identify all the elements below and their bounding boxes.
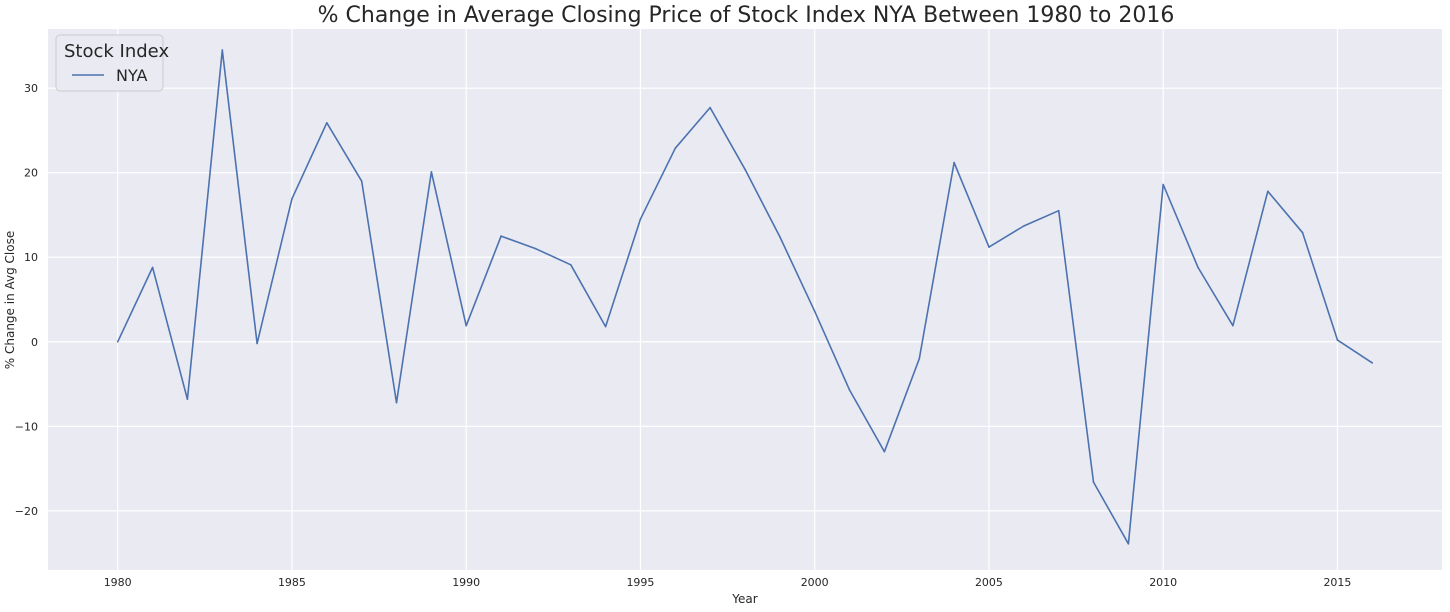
data-point bbox=[1197, 266, 1199, 269]
y-tick-label: −20 bbox=[15, 505, 38, 518]
data-point bbox=[291, 198, 293, 200]
legend-title: Stock Index bbox=[64, 41, 169, 62]
x-axis-label: Year bbox=[731, 592, 757, 606]
data-point bbox=[1336, 339, 1339, 341]
data-point bbox=[535, 248, 537, 250]
x-tick-label: 2005 bbox=[975, 576, 1003, 589]
y-tick-label: 10 bbox=[24, 251, 38, 264]
data-point bbox=[813, 310, 816, 313]
x-tick-label: 2000 bbox=[801, 576, 829, 589]
data-point bbox=[953, 161, 955, 164]
data-point bbox=[116, 341, 119, 343]
data-point bbox=[360, 180, 363, 182]
data-point bbox=[709, 106, 711, 109]
x-tick-label: 1995 bbox=[626, 576, 654, 589]
data-point bbox=[570, 264, 572, 266]
data-point bbox=[1371, 362, 1374, 364]
data-point bbox=[988, 246, 990, 248]
data-point bbox=[1057, 209, 1060, 212]
data-point bbox=[151, 266, 154, 269]
y-axis-ticks: −20 −10 0 10 20 30 bbox=[15, 82, 38, 518]
series-group bbox=[116, 49, 1374, 545]
x-tick-label: 1985 bbox=[278, 576, 306, 589]
data-point bbox=[500, 235, 502, 237]
data-point bbox=[1127, 543, 1130, 545]
x-axis-ticks: 1980 1985 1990 1995 2000 2005 2010 2015 bbox=[104, 576, 1352, 589]
data-point bbox=[256, 342, 258, 345]
plot-area bbox=[48, 29, 1442, 570]
y-tick-label: −10 bbox=[15, 420, 38, 433]
data-point bbox=[465, 324, 468, 327]
legend-box bbox=[55, 34, 164, 92]
data-point bbox=[744, 168, 746, 171]
legend: Stock Index NYA bbox=[55, 34, 169, 92]
x-tick-label: 1990 bbox=[452, 576, 480, 589]
data-point bbox=[674, 147, 677, 149]
data-point bbox=[883, 450, 886, 453]
data-point bbox=[326, 122, 328, 124]
data-point bbox=[1301, 231, 1304, 234]
data-point bbox=[779, 236, 781, 238]
grid-lines bbox=[48, 29, 1442, 570]
data-point bbox=[1023, 225, 1025, 227]
data-point bbox=[186, 398, 189, 401]
legend-label-nya: NYA bbox=[116, 66, 148, 85]
data-point bbox=[430, 171, 433, 173]
x-tick-label: 1980 bbox=[104, 576, 132, 589]
data-point bbox=[1232, 324, 1234, 327]
data-point bbox=[918, 357, 921, 360]
data-point bbox=[848, 389, 851, 391]
x-tick-label: 2015 bbox=[1323, 576, 1351, 589]
data-point bbox=[604, 325, 607, 328]
data-point bbox=[221, 49, 224, 51]
y-axis-label: % Change in Avg Close bbox=[3, 231, 17, 369]
data-point bbox=[395, 401, 398, 404]
chart-title: % Change in Average Closing Price of Sto… bbox=[318, 3, 1175, 28]
y-tick-label: 0 bbox=[31, 336, 38, 349]
data-point bbox=[1092, 481, 1095, 483]
data-point bbox=[1267, 190, 1269, 193]
y-tick-label: 20 bbox=[24, 167, 38, 180]
y-tick-label: 30 bbox=[24, 82, 38, 95]
x-tick-label: 2010 bbox=[1149, 576, 1177, 589]
data-point bbox=[639, 218, 642, 220]
data-point bbox=[1162, 183, 1164, 186]
